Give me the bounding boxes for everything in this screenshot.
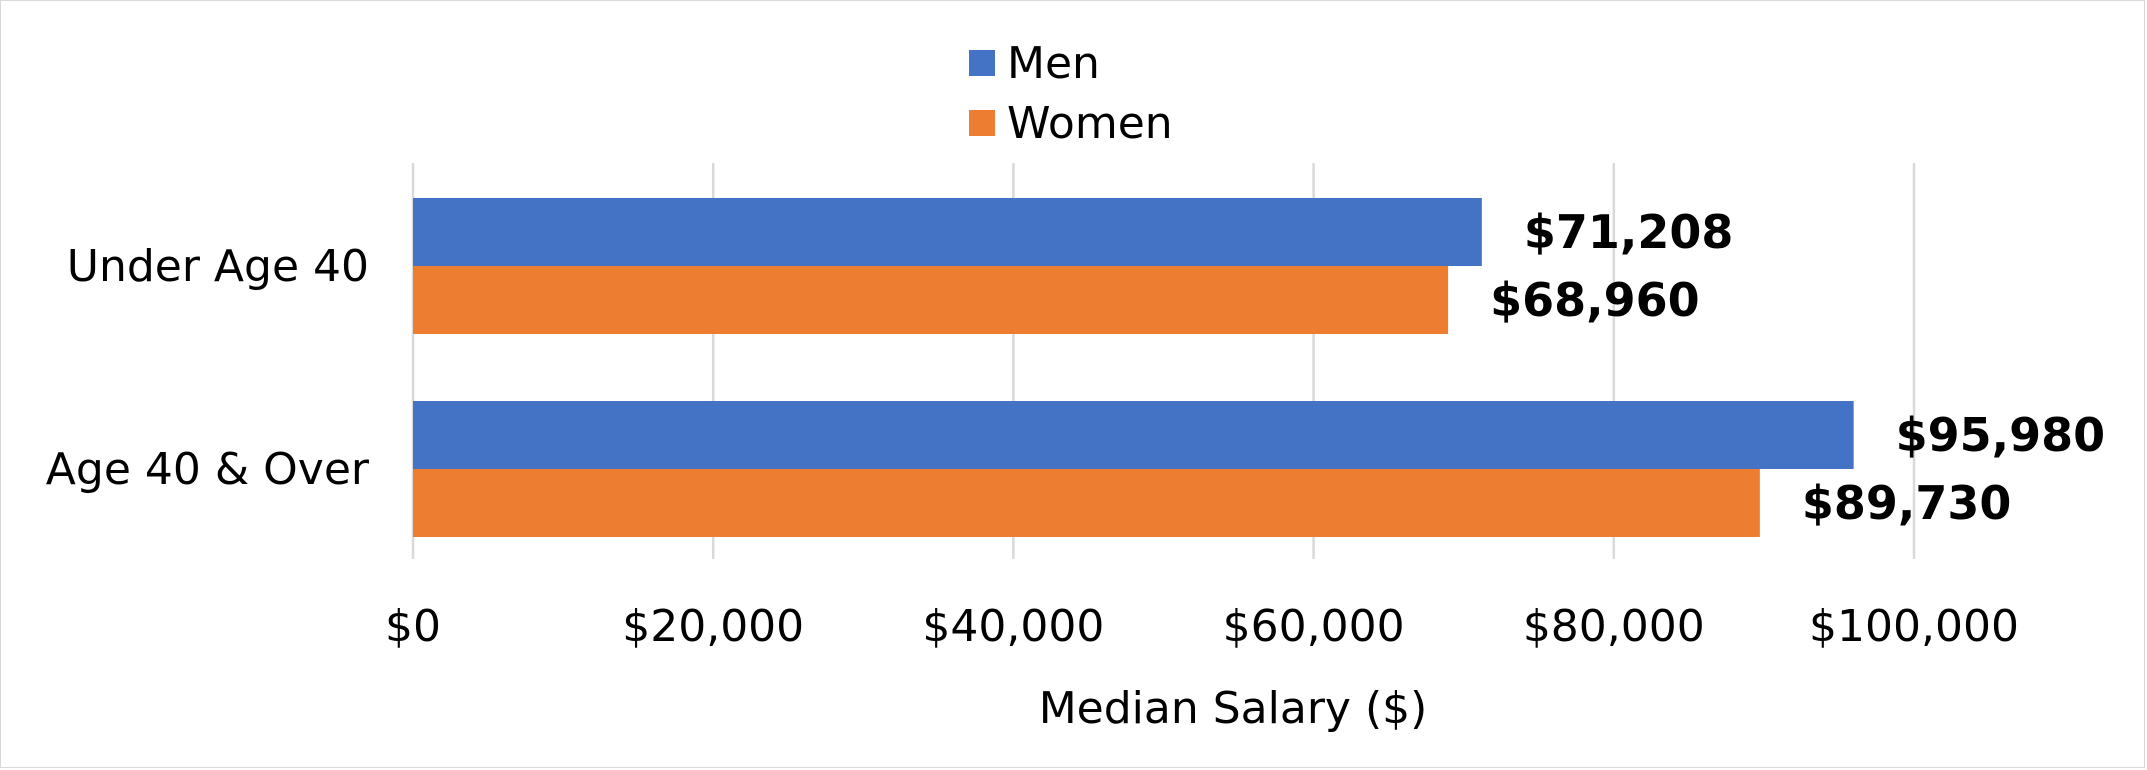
legend-swatch-women [969, 110, 995, 136]
bar-men-1 [413, 401, 1854, 469]
x-tick-label-2: $40,000 [922, 601, 1104, 652]
x-axis-title: Median Salary ($) [1039, 683, 1428, 734]
data-labels: $71,208 $68,960 $95,980 $89,730 [1490, 205, 2105, 530]
bars [413, 198, 1854, 537]
legend-label-women: Women [1007, 98, 1173, 149]
x-tick-label-4: $80,000 [1523, 601, 1705, 652]
bar-women-0 [413, 266, 1449, 334]
category-label-0: Under Age 40 [67, 241, 369, 292]
data-label-women-1: $89,730 [1802, 476, 2012, 530]
x-tick-label-0: $0 [385, 601, 441, 652]
x-axis-ticks: $0 $20,000 $40,000 $60,000 $80,000 $100,000 [385, 601, 2019, 652]
legend-label-men: Men [1007, 38, 1100, 89]
x-tick-label-5: $100,000 [1809, 601, 2019, 652]
data-label-men-1: $95,980 [1896, 408, 2106, 462]
legend-swatch-men [969, 50, 995, 76]
bar-women-1 [413, 469, 1760, 537]
category-label-1: Age 40 & Over [46, 444, 370, 495]
legend: Men Women [969, 38, 1173, 149]
y-axis-categories: Under Age 40 Age 40 & Over [46, 241, 370, 495]
x-tick-label-3: $60,000 [1223, 601, 1405, 652]
x-tick-label-1: $20,000 [622, 601, 804, 652]
bar-men-0 [413, 198, 1482, 266]
data-label-women-0: $68,960 [1490, 273, 1700, 327]
data-label-men-0: $71,208 [1524, 205, 1734, 259]
